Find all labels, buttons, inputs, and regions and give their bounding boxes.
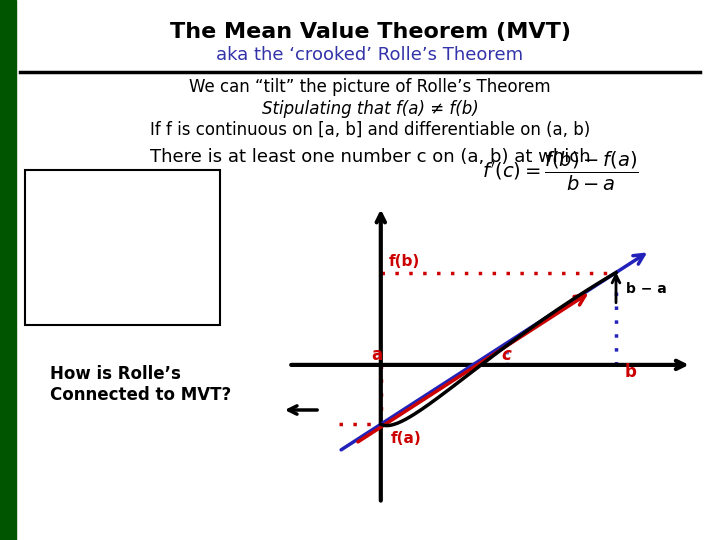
Text: a: a [371, 346, 382, 364]
Text: c: c [502, 346, 512, 364]
Bar [25, 170, 220, 325]
Text: We can “tilt” the picture of Rolle’s Theorem: We can “tilt” the picture of Rolle’s The… [189, 78, 551, 96]
Text: b: b [624, 363, 636, 381]
Text: $f'(c) = \dfrac{f(b)-f(a)}{b-a}$: $f'(c) = \dfrac{f(b)-f(a)}{b-a}$ [482, 150, 639, 193]
Text: Slope of Tangent Line: Slope of Tangent Line [30, 270, 215, 285]
Bar [0, 0, 16, 540]
Text: The Mean Value Theorem (MVT): The Mean Value Theorem (MVT) [169, 22, 570, 42]
Text: aka the ‘crooked’ Rolle’s Theorem: aka the ‘crooked’ Rolle’s Theorem [217, 46, 523, 64]
Text: b − a: b − a [626, 282, 667, 296]
Text: There is at least one number c on (a, b) at which: There is at least one number c on (a, b)… [150, 148, 590, 166]
Text: Slope of Secant Line: Slope of Secant Line [35, 213, 210, 228]
Text: Stipulating that f(a) ≠ f(b): Stipulating that f(a) ≠ f(b) [261, 100, 478, 118]
Text: Conclusion:: Conclusion: [73, 182, 172, 197]
Text: How is Rolle’s
Connected to MVT?: How is Rolle’s Connected to MVT? [50, 365, 231, 404]
Text: f(b): f(b) [390, 254, 420, 269]
Text: If f is continuous on [a, b] and differentiable on (a, b): If f is continuous on [a, b] and differe… [150, 121, 590, 139]
Text: Equals: Equals [94, 240, 150, 255]
Text: f(a): f(a) [391, 431, 422, 446]
